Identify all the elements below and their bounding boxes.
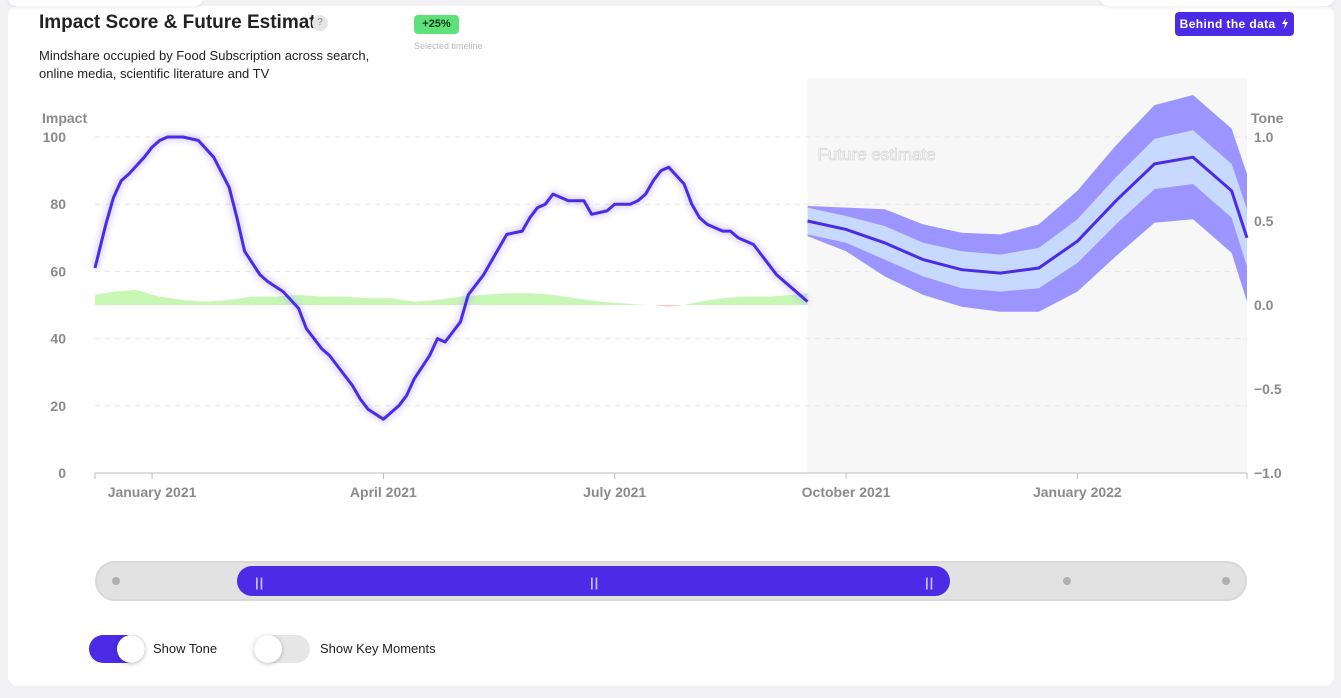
show-tone-label: Show Tone <box>153 641 218 656</box>
left-tick-label: 40 <box>50 331 66 347</box>
left-axis-title: Impact <box>42 110 87 126</box>
right-tick-label: −1.0 <box>1254 465 1282 481</box>
x-tick-label: April 2021 <box>350 484 417 500</box>
x-tick-label: January 2021 <box>108 484 197 500</box>
slider-dot <box>1063 577 1071 585</box>
impact-chart: Future estimate Impact Tone January 2021… <box>42 95 1284 500</box>
left-tick-label: 60 <box>50 263 66 279</box>
tab-strip-left[interactable] <box>8 0 203 6</box>
right-axis-title: Tone <box>1251 110 1284 126</box>
left-tick-label: 80 <box>50 196 66 212</box>
left-tick-label: 0 <box>58 465 66 481</box>
range-middle-handle[interactable]: || <box>590 575 600 590</box>
x-tick-label: July 2021 <box>583 484 646 500</box>
tone-area <box>95 289 808 305</box>
growth-badge: +25% <box>414 15 459 34</box>
right-tick-label: 0.5 <box>1254 213 1274 229</box>
behind-the-data-button[interactable]: Behind the data <box>1175 12 1294 36</box>
impact-line-glow <box>92 134 810 423</box>
right-tick-label: −0.5 <box>1254 381 1282 397</box>
left-tick-label: 20 <box>50 398 66 414</box>
show-key-moments-toggle[interactable] <box>254 635 310 663</box>
tone-negative-area <box>95 305 808 307</box>
forecast-line <box>807 155 1249 275</box>
page-title: Impact Score & Future Estimate <box>39 12 327 33</box>
toggle-knob <box>117 635 145 663</box>
show-key-moments-label: Show Key Moments <box>320 641 436 656</box>
right-tick-label: 0.0 <box>1254 297 1274 313</box>
timeline-slider[interactable]: || || || <box>95 561 1247 601</box>
slider-dot <box>112 577 120 585</box>
behind-the-data-label: Behind the data <box>1179 17 1276 31</box>
range-start-handle[interactable]: || <box>255 575 265 590</box>
toggle-knob <box>254 635 282 663</box>
slider-dot <box>1222 577 1230 585</box>
x-tick-label: January 2022 <box>1033 484 1122 500</box>
lightning-icon <box>1282 18 1289 29</box>
range-end-handle[interactable]: || <box>925 575 935 590</box>
badge-caption: Selected timeline <box>414 41 483 51</box>
x-tick-label: October 2021 <box>802 484 891 500</box>
left-tick-label: 100 <box>43 129 67 145</box>
chart-subtitle: Mindshare occupied by Food Subscription … <box>39 48 370 81</box>
future-estimate-label: Future estimate <box>817 145 935 164</box>
show-tone-toggle[interactable] <box>89 635 145 663</box>
tab-strip-right[interactable] <box>1100 0 1334 6</box>
impact-line <box>93 135 809 421</box>
forecast-inner-band <box>807 130 1247 292</box>
help-icon[interactable]: ? <box>312 15 328 31</box>
selected-range[interactable]: || || || <box>237 566 950 596</box>
right-tick-label: 1.0 <box>1254 129 1274 145</box>
